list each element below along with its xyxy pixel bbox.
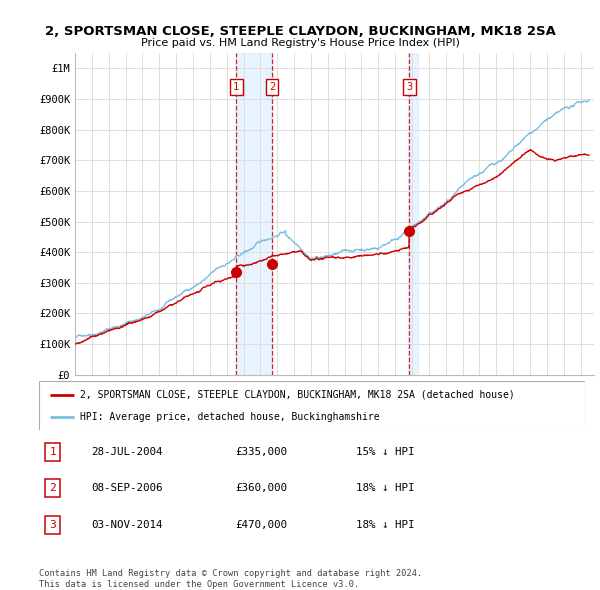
- Text: 3: 3: [49, 520, 56, 530]
- Text: £335,000: £335,000: [236, 447, 287, 457]
- Text: 2, SPORTSMAN CLOSE, STEEPLE CLAYDON, BUCKINGHAM, MK18 2SA: 2, SPORTSMAN CLOSE, STEEPLE CLAYDON, BUC…: [44, 25, 556, 38]
- Text: Price paid vs. HM Land Registry's House Price Index (HPI): Price paid vs. HM Land Registry's House …: [140, 38, 460, 48]
- Bar: [236, 53, 272, 375]
- Text: 1: 1: [49, 447, 56, 457]
- Text: HPI: Average price, detached house, Buckinghamshire: HPI: Average price, detached house, Buck…: [80, 412, 380, 422]
- Text: 03-NOV-2014: 03-NOV-2014: [91, 520, 163, 530]
- Text: 2, SPORTSMAN CLOSE, STEEPLE CLAYDON, BUCKINGHAM, MK18 2SA (detached house): 2, SPORTSMAN CLOSE, STEEPLE CLAYDON, BUC…: [80, 389, 515, 399]
- Bar: [409, 53, 418, 375]
- Text: 2: 2: [49, 483, 56, 493]
- Text: 3: 3: [406, 82, 412, 92]
- Text: 28-JUL-2004: 28-JUL-2004: [91, 447, 163, 457]
- Text: £360,000: £360,000: [236, 483, 287, 493]
- Text: 2: 2: [269, 82, 275, 92]
- Text: 1: 1: [233, 82, 239, 92]
- Text: Contains HM Land Registry data © Crown copyright and database right 2024.
This d: Contains HM Land Registry data © Crown c…: [39, 569, 422, 589]
- Text: 18% ↓ HPI: 18% ↓ HPI: [356, 520, 414, 530]
- Text: 15% ↓ HPI: 15% ↓ HPI: [356, 447, 414, 457]
- Text: 18% ↓ HPI: 18% ↓ HPI: [356, 483, 414, 493]
- Text: £470,000: £470,000: [236, 520, 287, 530]
- Text: 08-SEP-2006: 08-SEP-2006: [91, 483, 163, 493]
